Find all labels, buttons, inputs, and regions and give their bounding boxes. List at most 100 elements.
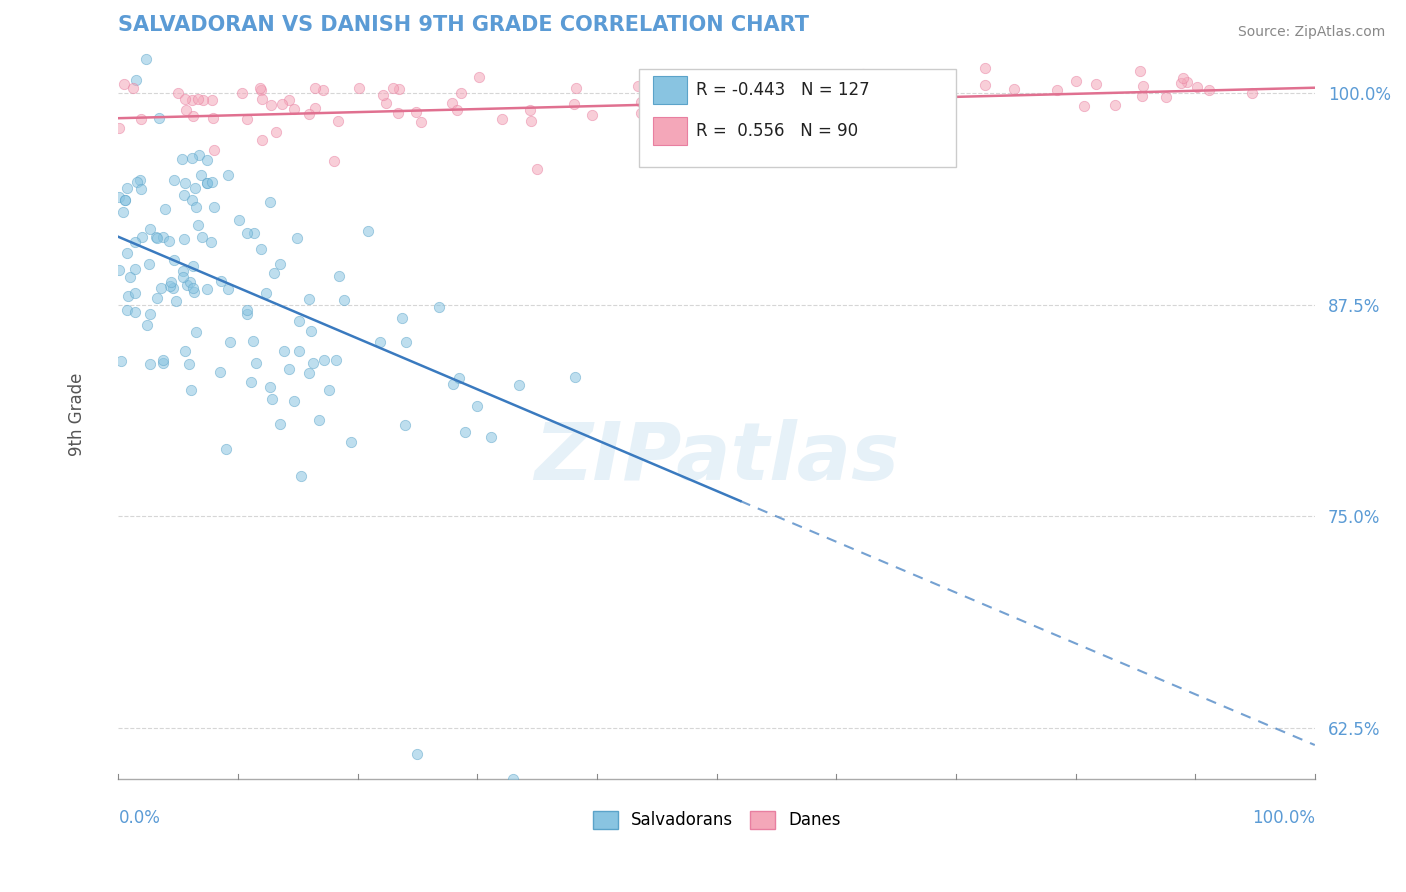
Point	[302, 356, 325, 370]
Point	[357, 224, 380, 238]
Point	[114, 193, 136, 207]
Point	[565, 81, 588, 95]
Point	[190, 230, 212, 244]
Point	[340, 435, 363, 450]
Point	[349, 81, 371, 95]
Point	[768, 86, 790, 100]
Point	[630, 106, 652, 120]
Point	[308, 412, 330, 426]
Bar	[654, 118, 686, 145]
Point	[202, 200, 225, 214]
Point	[405, 105, 427, 120]
Point	[287, 313, 309, 327]
Point	[176, 277, 198, 292]
Point	[270, 96, 292, 111]
Point	[152, 230, 174, 244]
Point	[283, 394, 305, 409]
Point	[115, 181, 138, 195]
Point	[157, 234, 180, 248]
Point	[127, 175, 149, 189]
Point	[242, 334, 264, 349]
Point	[181, 259, 204, 273]
Text: ZIPatlas: ZIPatlas	[534, 419, 898, 498]
Point	[1171, 71, 1194, 86]
Point	[131, 230, 153, 244]
Point	[326, 114, 349, 128]
Point	[122, 80, 145, 95]
Point	[1132, 78, 1154, 93]
Point	[526, 161, 548, 176]
Point	[136, 318, 159, 332]
Point	[146, 230, 169, 244]
Point	[184, 325, 207, 339]
Point	[110, 354, 132, 368]
Point	[259, 195, 281, 210]
Point	[974, 78, 997, 93]
Point	[235, 226, 257, 240]
Point	[1241, 86, 1264, 100]
Point	[124, 262, 146, 277]
Point	[794, 91, 817, 105]
Point	[973, 61, 995, 75]
Point	[388, 82, 411, 96]
Point	[190, 169, 212, 183]
Point	[1129, 64, 1152, 78]
Point	[371, 88, 394, 103]
Point	[209, 365, 232, 379]
Point	[172, 263, 194, 277]
Point	[124, 285, 146, 300]
Point	[328, 269, 350, 284]
Point	[173, 188, 195, 202]
Point	[298, 292, 321, 306]
Point	[269, 258, 291, 272]
Point	[181, 109, 204, 123]
Point	[125, 72, 148, 87]
Point	[114, 193, 136, 207]
Point	[1170, 76, 1192, 90]
Point	[394, 418, 416, 433]
Point	[322, 153, 344, 168]
Point	[395, 334, 418, 349]
Point	[231, 86, 253, 100]
Point	[184, 200, 207, 214]
Text: R = -0.443   N = 127: R = -0.443 N = 127	[696, 81, 870, 99]
Point	[263, 266, 285, 280]
Point	[450, 86, 472, 100]
Point	[1156, 89, 1178, 103]
Point	[1073, 99, 1095, 113]
Point	[159, 278, 181, 293]
Point	[115, 246, 138, 260]
Point	[118, 269, 141, 284]
Point	[236, 308, 259, 322]
Point	[187, 92, 209, 106]
Point	[162, 281, 184, 295]
Point	[138, 222, 160, 236]
Point	[479, 429, 502, 443]
Point	[249, 83, 271, 97]
Point	[520, 114, 543, 128]
Point	[250, 92, 273, 106]
Point	[195, 176, 218, 190]
Point	[195, 176, 218, 190]
Point	[174, 92, 197, 106]
Point	[1104, 97, 1126, 112]
Point	[581, 108, 603, 122]
Point	[152, 352, 174, 367]
Point	[174, 343, 197, 358]
Point	[440, 96, 463, 111]
Point	[138, 307, 160, 321]
Point	[176, 103, 198, 117]
Point	[1198, 83, 1220, 97]
Point	[368, 334, 391, 349]
Point	[195, 282, 218, 296]
Point	[304, 81, 326, 95]
Point	[508, 377, 530, 392]
Point	[201, 175, 224, 189]
Point	[146, 291, 169, 305]
Point	[181, 93, 204, 107]
Point	[465, 399, 488, 413]
Point	[1002, 82, 1025, 96]
Point	[179, 276, 201, 290]
Point	[163, 173, 186, 187]
Point	[135, 52, 157, 66]
